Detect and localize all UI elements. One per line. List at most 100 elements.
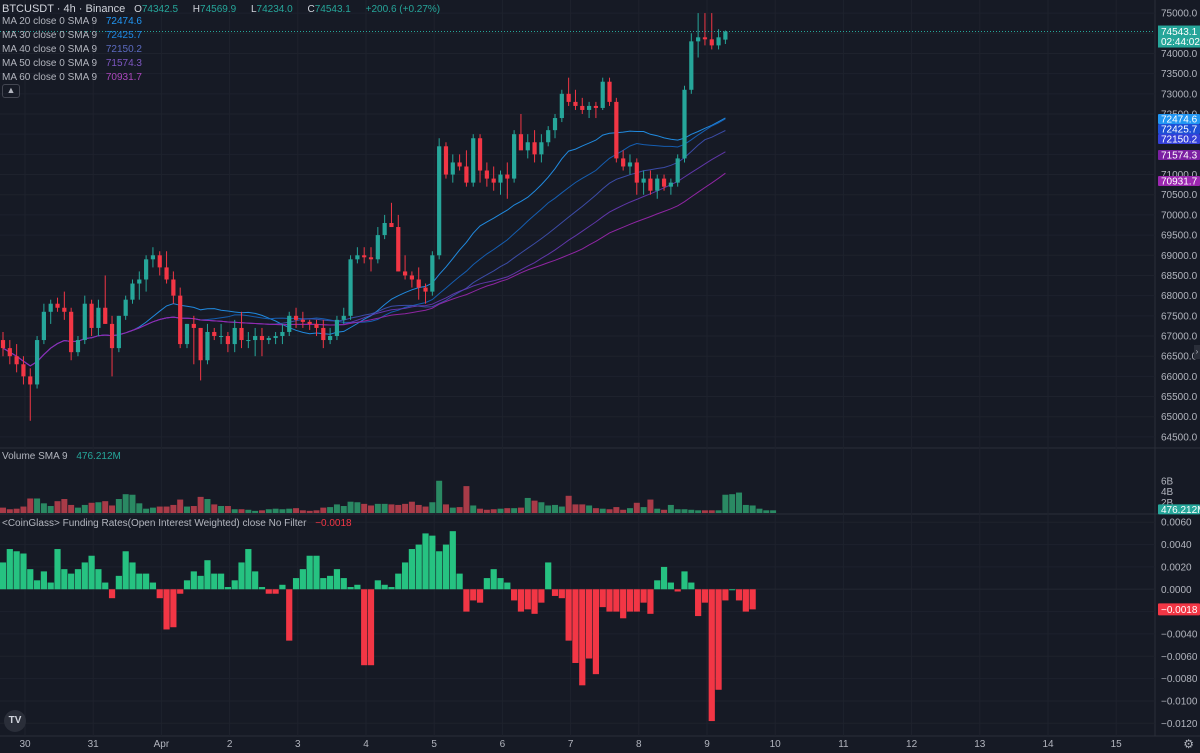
last-price-tag: 74543.1 — [1161, 27, 1198, 38]
funding-bar — [490, 569, 497, 590]
candle-body — [137, 279, 142, 284]
price-tick-label: 68000.0 — [1161, 291, 1198, 302]
price-tick-label: 66500.0 — [1161, 352, 1198, 363]
candle-body — [498, 174, 503, 183]
volume-bar — [599, 508, 606, 513]
funding-bar — [613, 589, 620, 612]
candle-body — [546, 130, 551, 143]
time-tick-label: 14 — [1042, 739, 1054, 750]
candle-body — [375, 235, 380, 260]
funding-bar — [565, 589, 572, 641]
funding-bar — [660, 566, 668, 590]
ma-legend-60[interactable]: MA 60 close 0 SMA 9 70931.7 — [2, 72, 142, 83]
volume-bar — [34, 498, 41, 513]
ma-legend-40[interactable]: MA 40 close 0 SMA 9 72150.2 — [2, 44, 142, 55]
candle-body — [239, 327, 244, 341]
funding-bar — [729, 589, 736, 591]
volume-bar — [258, 510, 265, 513]
candle-body — [389, 222, 394, 228]
volume-legend[interactable]: Volume SMA 9 476.212M — [2, 451, 121, 462]
candle-body — [634, 162, 639, 183]
time-tick-label: 15 — [1111, 739, 1123, 750]
volume-bar — [497, 508, 504, 513]
volume-bar — [463, 486, 470, 513]
candle-body — [539, 142, 544, 155]
funding-bar — [47, 582, 54, 590]
price-axis[interactable]: 75000.074500.074000.073500.073000.072500… — [1161, 9, 1198, 730]
funding-bar — [258, 587, 266, 590]
candle-body — [362, 255, 367, 258]
funding-bar — [538, 589, 545, 603]
header-legend: BTCUSDT · 4h · Binance O74342.5 H74569.9… — [2, 2, 446, 17]
funding-bar — [354, 584, 361, 590]
volume-bar — [415, 504, 422, 513]
price-tick-label: 70000.0 — [1161, 210, 1198, 221]
candle-body — [552, 118, 558, 131]
ma-tag-1: 72425.7 — [1161, 125, 1198, 136]
volume-bar — [6, 509, 13, 513]
tradingview-logo-icon[interactable]: TV — [4, 710, 26, 732]
candle-body — [409, 275, 414, 280]
candle-body — [396, 227, 401, 272]
candle-body — [682, 89, 687, 159]
funding-bar — [701, 589, 709, 603]
candle-body — [0, 340, 6, 349]
candle-body — [300, 319, 305, 322]
funding-bar — [136, 573, 143, 590]
time-axis[interactable]: 30 31 Apr 2 3 4 5 6 7 8 9 10 11 12 13 14 15 — [19, 739, 1122, 750]
gear-icon[interactable]: ⚙ — [1183, 737, 1194, 751]
funding-legend[interactable]: <CoinGlass> Funding Rates(Open Interest … — [2, 518, 352, 529]
funding-bar — [436, 551, 443, 590]
candle-body — [430, 255, 435, 292]
funding-tick-label: −0.0100 — [1161, 696, 1198, 707]
ma-legend-50[interactable]: MA 50 close 0 SMA 9 71574.3 — [2, 58, 142, 69]
volume-bar — [313, 510, 320, 513]
volume-bar — [558, 506, 565, 513]
candle-body — [559, 93, 564, 119]
chevron-right-icon[interactable]: › — [1194, 345, 1200, 359]
volume-bar — [27, 498, 34, 513]
price-tick-label: 66000.0 — [1161, 372, 1198, 383]
volume-bar — [483, 509, 490, 513]
funding-bar — [558, 589, 565, 599]
candle-body — [723, 31, 728, 40]
candle-body — [368, 257, 374, 260]
funding-tag-bg — [1158, 603, 1200, 616]
funding-bar — [177, 589, 184, 594]
volume-bar — [647, 499, 654, 513]
ma-legend-30[interactable]: MA 30 close 0 SMA 9 72425.7 — [2, 30, 142, 41]
candle-body — [450, 162, 455, 175]
volume-bar — [306, 510, 313, 513]
chevron-up-icon[interactable]: ▲ — [2, 84, 20, 98]
ma-legend-20[interactable]: MA 20 close 0 SMA 9 72474.6 — [2, 16, 142, 27]
volume-bar — [54, 501, 61, 513]
candle-body — [280, 331, 285, 337]
ma-tag-3: 71574.3 — [1161, 151, 1198, 162]
price-tick-label: 65000.0 — [1161, 412, 1198, 423]
funding-bar — [74, 569, 82, 590]
funding-bar — [592, 589, 600, 675]
candle-body — [96, 307, 101, 328]
funding-bar — [442, 544, 450, 590]
time-tick-label: 12 — [906, 739, 918, 750]
candle-body — [41, 311, 46, 341]
time-tick-label: 31 — [88, 739, 100, 750]
ohlc-close: C74543.1 — [307, 4, 351, 15]
funding-bar — [749, 589, 756, 610]
funding-bar — [456, 573, 463, 590]
volume-bar — [122, 494, 129, 513]
ma-line-60 — [2, 172, 726, 367]
volume-bar — [211, 504, 218, 513]
volume-bar — [640, 507, 647, 513]
funding-bar — [708, 589, 715, 722]
countdown-tag: 02:44:02 — [1161, 37, 1200, 48]
volume-bar — [729, 494, 736, 513]
volume-bar — [490, 509, 497, 513]
price-tick-label: 74000.0 — [1161, 49, 1198, 60]
candle-body — [164, 267, 169, 280]
moving-average-lines — [2, 117, 726, 367]
funding-bar — [6, 549, 13, 590]
volume-bar — [204, 499, 211, 513]
candle-body — [334, 319, 340, 337]
